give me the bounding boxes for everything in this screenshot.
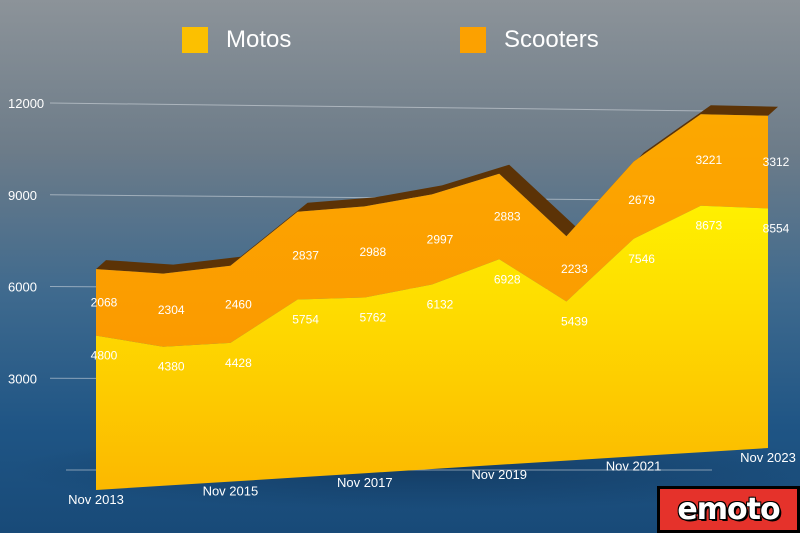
data-label-scooters-nov-2022: 3221 bbox=[695, 153, 722, 167]
logo-text: emoto bbox=[677, 492, 780, 527]
series-depth-edge bbox=[96, 105, 778, 274]
data-label-motos-nov-2022: 8673 bbox=[695, 219, 722, 233]
data-label-motos-nov-2015: 4428 bbox=[225, 356, 252, 370]
data-label-scooters-nov-2014: 2304 bbox=[158, 303, 185, 317]
data-label-motos-nov-2023: 8554 bbox=[763, 221, 790, 235]
data-label-scooters-nov-2013: 2068 bbox=[91, 295, 118, 309]
x-tick-label-nov-2019: Nov 2019 bbox=[471, 467, 527, 482]
data-label-motos-nov-2016: 5754 bbox=[292, 313, 319, 327]
data-label-motos-nov-2014: 4380 bbox=[158, 360, 185, 374]
legend-label-motos: Motos bbox=[226, 26, 292, 53]
x-tick-label-nov-2015: Nov 2015 bbox=[203, 484, 259, 499]
y-tick-label-3000: 3000 bbox=[8, 371, 37, 386]
legend-swatch-motos bbox=[182, 27, 208, 53]
gridline-12000 bbox=[49, 102, 713, 112]
x-tick-label-nov-2021: Nov 2021 bbox=[606, 458, 662, 473]
data-label-motos-nov-2019: 6928 bbox=[494, 272, 521, 286]
legend-item-motos: Motos bbox=[182, 26, 291, 54]
y-tick-label-9000: 9000 bbox=[8, 188, 37, 203]
data-label-scooters-nov-2023: 3312 bbox=[763, 155, 790, 169]
data-label-motos-nov-2018: 6132 bbox=[427, 298, 454, 312]
data-label-motos-nov-2020: 5439 bbox=[561, 315, 588, 329]
data-label-scooters-nov-2016: 2837 bbox=[292, 249, 319, 263]
data-label-scooters-nov-2017: 2988 bbox=[359, 245, 386, 259]
data-label-scooters-nov-2015: 2460 bbox=[225, 297, 252, 311]
series-area-scooters bbox=[96, 114, 768, 347]
legend-label-scooters: Scooters bbox=[504, 26, 599, 53]
data-label-motos-nov-2017: 5762 bbox=[359, 310, 386, 324]
data-label-scooters-nov-2019: 2883 bbox=[494, 210, 521, 224]
data-label-scooters-nov-2018: 2997 bbox=[427, 232, 454, 246]
data-label-scooters-nov-2021: 2679 bbox=[628, 193, 655, 207]
x-tick-label-nov-2017: Nov 2017 bbox=[337, 475, 393, 490]
emoto-logo: emoto bbox=[657, 486, 800, 533]
x-tick-label-nov-2013: Nov 2013 bbox=[68, 492, 124, 507]
data-label-motos-nov-2013: 4800 bbox=[91, 349, 118, 363]
y-tick-label-6000: 6000 bbox=[8, 280, 37, 295]
data-label-motos-nov-2021: 7546 bbox=[628, 252, 655, 266]
data-label-scooters-nov-2020: 2233 bbox=[561, 262, 588, 276]
x-tick-label-nov-2023: Nov 2023 bbox=[740, 450, 796, 465]
legend-swatch-scooters bbox=[460, 27, 486, 53]
series-area-motos bbox=[96, 205, 768, 490]
legend-item-scooters: Scooters bbox=[460, 26, 599, 54]
y-tick-label-12000: 12000 bbox=[8, 96, 44, 111]
